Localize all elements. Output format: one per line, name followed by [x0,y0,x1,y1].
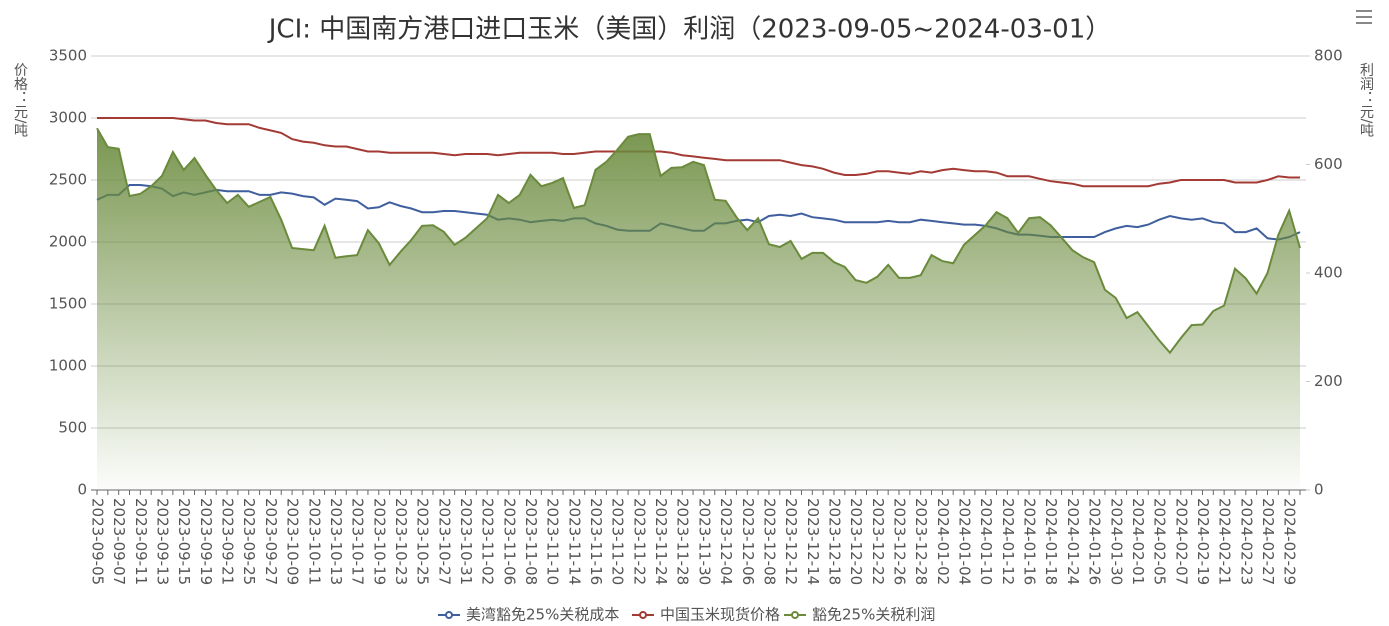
y-tick-label: 2500 [49,171,87,189]
x-tick-label: 2023-12-18 [825,498,843,585]
y-tick-label: 3000 [49,109,87,127]
x-tick-label: 2024-02-19 [1194,498,1212,585]
x-tick-label: 2023-10-17 [349,498,367,585]
x-tick-label: 2023-12-22 [869,498,887,585]
x-tick-label: 2023-12-26 [891,498,909,585]
x-tick-label: 2024-01-16 [1021,498,1039,585]
x-tick-label: 2023-11-08 [522,498,540,585]
legend-label: 美湾豁免25%关税成本 [466,606,619,624]
line [96,127,1301,355]
chart-title: JCI: 中国南方港口进口玉米（美国）利润（2023-09-05~2024-03… [267,15,1112,45]
x-tick-label: 2023-10-23 [392,498,410,585]
x-tick-label: 2024-01-04 [956,498,974,585]
y-tick-label: 0 [77,481,87,499]
x-tick-label: 2023-12-06 [739,498,757,585]
x-tick-label: 2023-10-31 [457,498,475,585]
y-tick-label: 1500 [49,295,87,313]
x-tick-label: 2023-10-13 [327,498,345,585]
x-tick-label: 2023-12-20 [847,498,865,585]
y-axis-label: 价格：元/吨 [12,63,28,138]
x-tick-label: 2023-11-20 [609,498,627,585]
y2-tick-label: 200 [1314,372,1343,390]
x-tick-label: 2024-01-02 [934,498,952,585]
x-tick-label: 2023-09-21 [219,498,237,585]
x-tick-label: 2023-09-15 [175,498,193,585]
x-tick-label: 2024-01-24 [1064,498,1082,585]
y2-tick-label: 400 [1314,264,1343,282]
x-tick-label: 2023-11-02 [479,498,497,585]
menu-icon[interactable] [1356,10,1372,24]
y-tick-label: 2000 [49,233,87,251]
x-tick-label: 2024-01-30 [1107,498,1125,585]
x-tick-label: 2024-01-12 [999,498,1017,585]
x-tick-label: 2023-12-04 [717,498,735,585]
x-tick-label: 2023-11-14 [565,498,583,585]
y2-tick-label: 0 [1314,481,1324,499]
x-tick-label: 2023-12-14 [804,498,822,585]
legend-label: 中国玉米现货价格 [660,606,780,624]
legend-marker [445,611,453,619]
area [97,128,1300,490]
x-tick-label: 2024-02-05 [1151,498,1169,585]
x-tick-label: 2024-01-10 [977,498,995,585]
x-tick-label: 2023-11-10 [544,498,562,585]
x-tick-label: 2023-11-06 [500,498,518,585]
x-tick-label: 2023-09-25 [240,498,258,585]
y2-tick-label: 800 [1314,47,1343,65]
x-tick-label: 2024-02-27 [1259,498,1277,585]
x-tick-label: 2023-11-22 [630,498,648,585]
x-tick-label: 2023-12-12 [782,498,800,585]
x-tick-label: 2023-11-24 [652,498,670,585]
x-tick-label: 2023-10-09 [284,498,302,585]
y2-tick-label: 600 [1314,155,1343,173]
legend-marker [791,611,799,619]
y2-axis-label: 利润：元/吨 [1358,63,1374,138]
x-tick-label: 2023-09-05 [89,498,107,585]
x-tick-label: 2023-12-08 [760,498,778,585]
y-tick-label: 3500 [49,47,87,65]
x-tick-label: 2023-09-11 [132,498,150,585]
legend-marker [639,611,647,619]
legend-label: 豁免25%关税利润 [812,606,935,624]
x-tick-label: 2023-09-19 [197,498,215,585]
x-tick-label: 2023-10-27 [435,498,453,585]
x-tick-label: 2023-11-30 [695,498,713,585]
x-tick-label: 2023-10-19 [370,498,388,585]
x-tick-label: 2023-09-13 [154,498,172,585]
x-tick-label: 2024-02-29 [1281,498,1299,585]
x-tick-label: 2023-11-16 [587,498,605,585]
x-tick-label: 2024-02-07 [1172,498,1190,585]
x-tick-label: 2023-11-28 [674,498,692,585]
x-tick-label: 2023-10-11 [305,498,323,585]
x-tick-label: 2024-01-18 [1042,498,1060,585]
y-tick-label: 1000 [49,357,87,375]
y-tick-label: 500 [58,419,87,437]
x-tick-label: 2023-12-28 [912,498,930,585]
x-tick-label: 2023-09-07 [110,498,128,585]
x-tick-label: 2024-02-21 [1216,498,1234,585]
x-tick-label: 2024-01-26 [1086,498,1104,585]
x-tick-label: 2023-10-25 [414,498,432,585]
x-tick-label: 2024-02-23 [1237,498,1255,585]
x-tick-label: 2023-09-27 [262,498,280,585]
x-tick-label: 2024-02-01 [1129,498,1147,585]
line [97,117,1300,188]
